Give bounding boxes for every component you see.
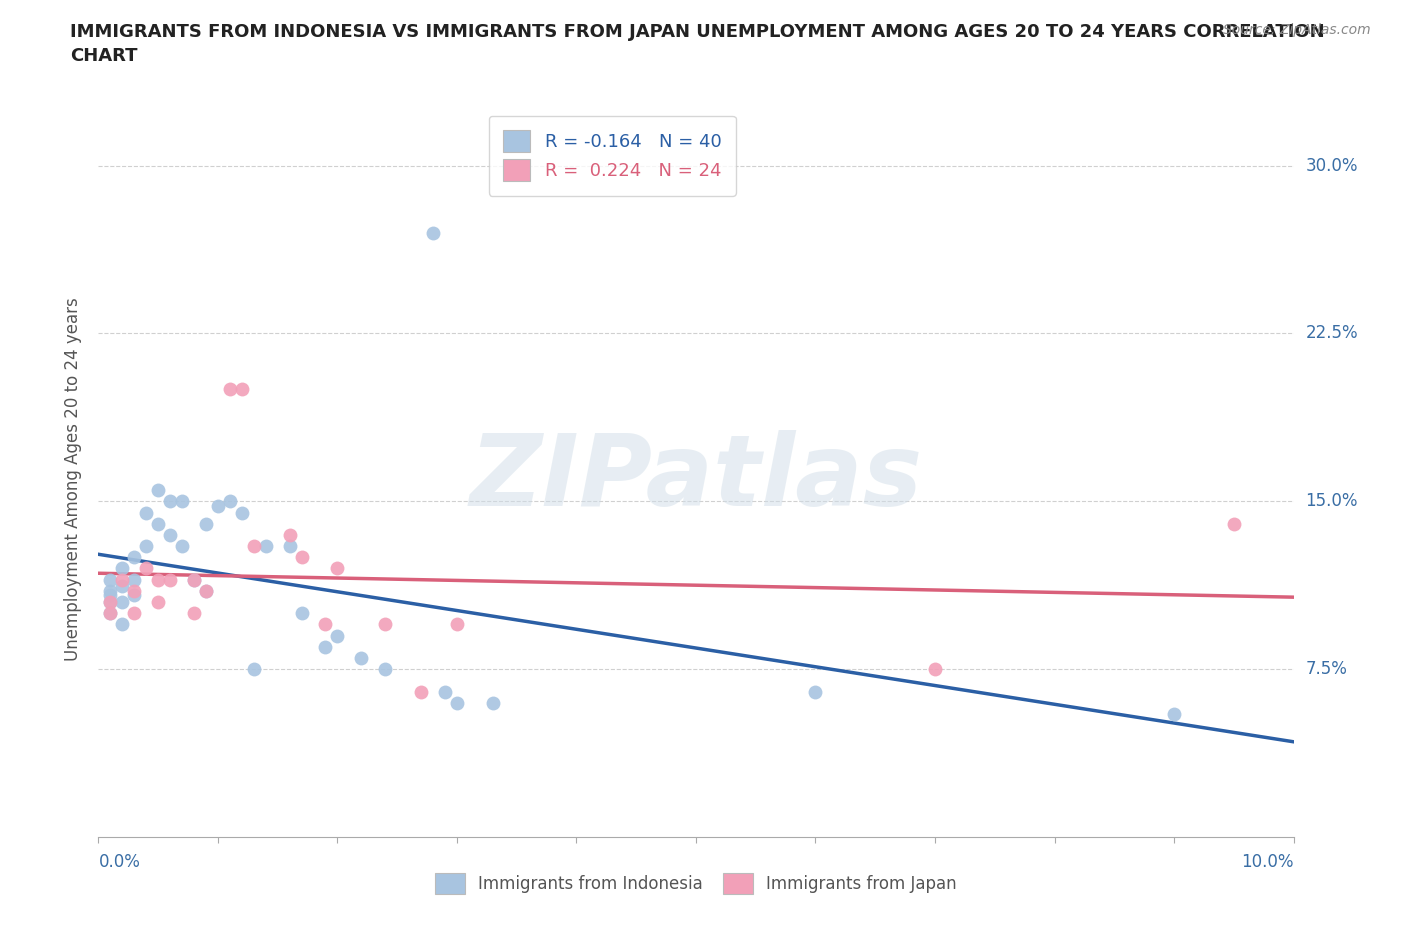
Point [111,578,134,594]
Point [159,527,181,542]
Text: Source: ZipAtlas.com: Source: ZipAtlas.com [1223,23,1371,37]
Point [183,572,205,587]
Point [148,594,170,609]
Point [111,561,134,576]
Text: 30.0%: 30.0% [1306,156,1358,175]
Point [98,572,122,587]
Point [411,684,433,699]
Point [446,617,468,631]
Point [315,639,337,654]
Point [98,605,122,620]
Point [374,662,396,677]
Point [434,684,457,699]
Point [291,550,314,565]
Point [254,538,277,553]
Point [374,617,396,631]
Point [124,583,146,598]
Point [315,617,337,631]
Point [422,225,444,240]
Point [231,505,253,520]
Point [291,605,314,620]
Text: 15.0%: 15.0% [1306,492,1358,511]
Point [159,494,181,509]
Point [111,617,134,631]
Point [124,588,146,603]
Point [924,662,946,677]
Point [98,588,122,603]
Point [326,561,349,576]
Point [124,605,146,620]
Text: 10.0%: 10.0% [1241,853,1294,870]
Point [148,572,170,587]
Point [350,651,373,666]
Point [172,538,194,553]
Text: IMMIGRANTS FROM INDONESIA VS IMMIGRANTS FROM JAPAN UNEMPLOYMENT AMONG AGES 20 TO: IMMIGRANTS FROM INDONESIA VS IMMIGRANTS … [70,23,1324,65]
Point [278,527,301,542]
Point [183,605,205,620]
Point [172,494,194,509]
Point [111,572,134,587]
Point [219,382,242,397]
Point [1163,707,1185,722]
Point [195,583,218,598]
Point [98,605,122,620]
Point [98,594,122,609]
Point [111,594,134,609]
Point [326,628,349,643]
Text: 22.5%: 22.5% [1306,325,1358,342]
Point [219,494,242,509]
Point [195,583,218,598]
Text: ZIPatlas: ZIPatlas [470,431,922,527]
Y-axis label: Unemployment Among Ages 20 to 24 years: Unemployment Among Ages 20 to 24 years [65,297,83,661]
Point [183,572,205,587]
Point [124,550,146,565]
Point [148,483,170,498]
Legend: Immigrants from Indonesia, Immigrants from Japan: Immigrants from Indonesia, Immigrants fr… [429,867,963,900]
Point [243,662,266,677]
Text: 7.5%: 7.5% [1306,660,1347,678]
Point [135,561,157,576]
Point [195,516,218,531]
Point [98,594,122,609]
Point [804,684,827,699]
Point [135,538,157,553]
Point [135,505,157,520]
Point [148,516,170,531]
Point [1223,516,1246,531]
Point [482,696,505,711]
Point [124,572,146,587]
Text: 0.0%: 0.0% [98,853,141,870]
Point [207,498,229,513]
Point [446,696,468,711]
Point [231,382,253,397]
Point [159,572,181,587]
Point [98,583,122,598]
Point [243,538,266,553]
Point [278,538,301,553]
